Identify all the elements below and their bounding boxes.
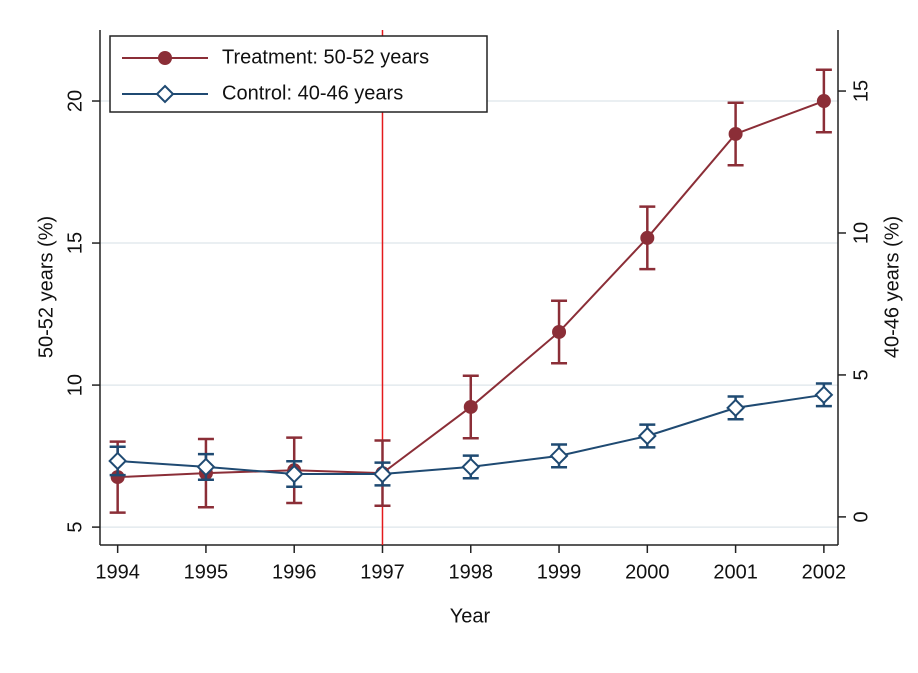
y2-tick-label: 5 (850, 369, 872, 380)
point (108, 451, 128, 471)
x-tick-label: 1996 (272, 561, 317, 583)
legend-label: Control: 40-46 years (222, 82, 403, 104)
point (814, 385, 834, 405)
y2-tick-label: 0 (850, 511, 872, 522)
point (816, 94, 831, 109)
point (728, 126, 743, 141)
x-tick-label: 1998 (449, 561, 494, 583)
point (461, 457, 481, 477)
point (284, 464, 304, 484)
point (552, 324, 567, 339)
legend-marker (158, 51, 172, 65)
y2-tick-label: 10 (850, 222, 872, 244)
point (637, 426, 657, 446)
legend-marker (155, 84, 175, 104)
x-tick-label: 1997 (360, 561, 405, 583)
legend: Treatment: 50-52 years Control: 40-46 yea… (109, 35, 488, 113)
point (373, 464, 392, 484)
point (110, 470, 125, 485)
legend-label: Treatment: 50-52 years (222, 46, 429, 68)
x-axis-title: Year (450, 605, 491, 627)
y2-tick-label: 15 (850, 80, 872, 102)
point (726, 398, 746, 418)
y-tick-label: 5 (64, 522, 86, 533)
y-tick-label: 10 (64, 374, 86, 396)
y-axis-title: 50-52 years (%) (35, 216, 57, 358)
point (549, 446, 569, 466)
point (463, 399, 478, 414)
x-tick-label: 1995 (184, 561, 229, 583)
x-tick-label: 1994 (95, 561, 140, 583)
y-tick-label: 20 (64, 90, 86, 112)
x-tick-label: 2001 (713, 561, 758, 583)
legend-box (109, 35, 488, 113)
point (640, 230, 655, 245)
x-tick-label: 2000 (625, 561, 670, 583)
x-tick-label: 2002 (802, 561, 847, 583)
point (196, 457, 216, 477)
y-tick-label: 15 (64, 232, 86, 254)
y2-axis-title: 40-46 years (%) (881, 216, 903, 358)
x-tick-label: 1999 (537, 561, 582, 583)
